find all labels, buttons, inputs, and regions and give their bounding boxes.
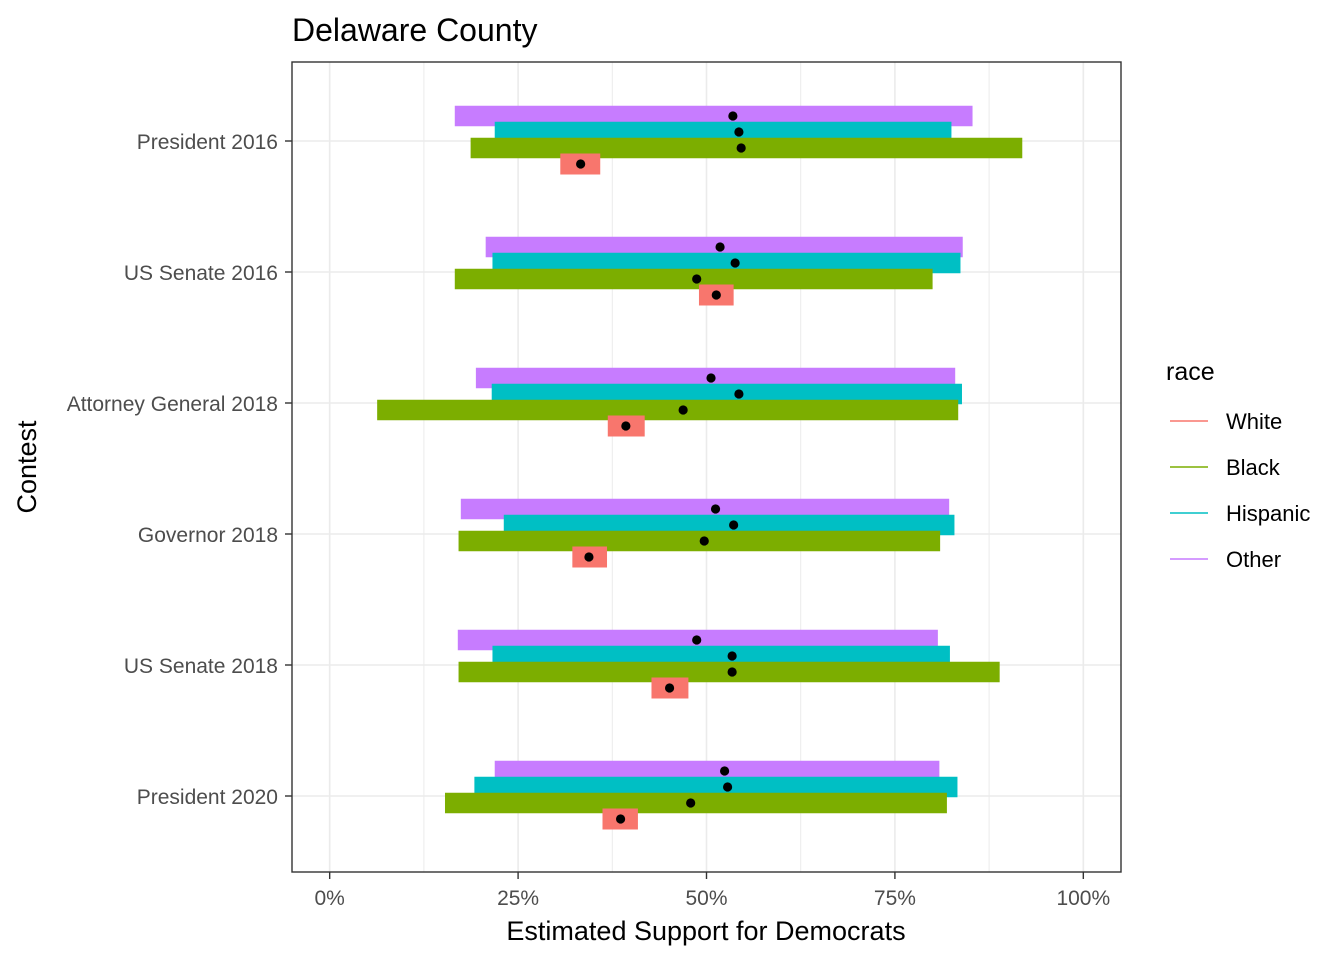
y-tick-label: US Senate 2016 bbox=[124, 262, 278, 285]
y-tick-label: Governor 2018 bbox=[138, 524, 278, 547]
estimate-point-other bbox=[706, 373, 716, 383]
estimate-point-hispanic bbox=[727, 651, 737, 661]
legend-title: race bbox=[1166, 358, 1215, 386]
estimate-point-black bbox=[678, 405, 688, 415]
x-tick-label: 50% bbox=[685, 887, 727, 910]
estimate-point-black bbox=[699, 536, 709, 546]
estimate-point-other bbox=[715, 242, 725, 252]
estimate-point-white bbox=[621, 421, 631, 431]
y-tick-label: President 2020 bbox=[137, 786, 278, 809]
interval-bar-black bbox=[458, 530, 941, 552]
interval-bar-hispanic bbox=[492, 645, 950, 667]
estimate-point-hispanic bbox=[734, 389, 744, 399]
interval-bar-hispanic bbox=[491, 383, 962, 405]
estimate-point-hispanic bbox=[730, 258, 740, 268]
interval-bar-other bbox=[454, 105, 973, 127]
estimate-point-white bbox=[711, 290, 721, 300]
x-tick-label: 25% bbox=[497, 887, 539, 910]
legend-label-hispanic: Hispanic bbox=[1226, 501, 1310, 526]
interval-bar-hispanic bbox=[494, 121, 952, 143]
estimate-point-black bbox=[692, 274, 702, 284]
interval-bar-black bbox=[377, 399, 959, 421]
estimate-point-hispanic bbox=[723, 782, 733, 792]
interval-bar-other bbox=[460, 498, 950, 520]
x-axis-title: Estimated Support for Democrats bbox=[506, 916, 905, 946]
y-tick-label: President 2016 bbox=[137, 131, 278, 154]
estimate-point-black bbox=[727, 667, 737, 677]
estimate-point-hispanic bbox=[734, 127, 744, 137]
interval-bar-black bbox=[444, 792, 947, 814]
x-axis-ticks: 0% 25% 50% 75% 100% bbox=[315, 872, 1110, 910]
chart-title: Delaware County bbox=[292, 12, 537, 48]
legend: race White Black Hispanic Other bbox=[1166, 358, 1310, 572]
estimate-point-other bbox=[719, 766, 730, 776]
y-axis-title: Contest bbox=[12, 420, 42, 514]
interval-bar-black bbox=[470, 137, 1023, 159]
y-tick-label: Attorney General 2018 bbox=[67, 393, 278, 416]
estimate-point-other bbox=[692, 635, 702, 645]
interval-bar-hispanic bbox=[474, 776, 958, 798]
legend-label-other: Other bbox=[1226, 547, 1281, 572]
x-tick-label: 100% bbox=[1056, 887, 1110, 910]
estimate-point-white bbox=[664, 683, 675, 693]
y-tick-label: US Senate 2018 bbox=[124, 655, 278, 678]
estimate-point-other bbox=[710, 504, 721, 514]
estimate-point-white bbox=[576, 159, 586, 169]
y-axis-ticks: President 2016 US Senate 2016 Attorney Gen… bbox=[67, 131, 292, 809]
estimate-point-other bbox=[728, 111, 738, 121]
estimate-point-black bbox=[686, 798, 696, 808]
estimate-point-black bbox=[736, 143, 746, 153]
legend-label-black: Black bbox=[1226, 455, 1281, 480]
estimate-point-hispanic bbox=[729, 520, 739, 530]
estimate-points bbox=[576, 111, 746, 824]
interval-bar-other bbox=[494, 760, 940, 782]
x-tick-label: 0% bbox=[315, 887, 345, 910]
legend-label-white: White bbox=[1226, 409, 1282, 434]
estimate-point-white bbox=[584, 552, 594, 562]
x-tick-label: 75% bbox=[874, 887, 916, 910]
interval-bar-hispanic bbox=[492, 252, 961, 274]
estimate-point-white bbox=[615, 814, 626, 824]
